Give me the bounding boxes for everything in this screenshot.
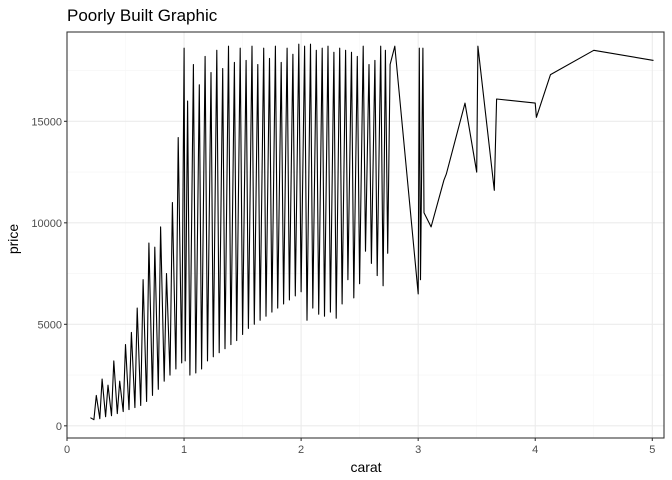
- y-tick-label: 10000: [31, 218, 62, 230]
- chart-title: Poorly Built Graphic: [67, 6, 218, 25]
- x-tick-label: 4: [532, 444, 538, 456]
- series-line-0: [90, 43, 654, 421]
- x-tick-label: 2: [298, 444, 304, 456]
- x-tick-label: 1: [181, 444, 187, 456]
- y-tick-label: 5000: [38, 319, 62, 331]
- x-tick-label: 5: [649, 444, 655, 456]
- x-tick-label: 3: [415, 444, 421, 456]
- y-tick-label: 15000: [31, 116, 62, 128]
- series-group: [90, 43, 654, 421]
- x-axis: 0 1 2 3 4 5: [64, 438, 655, 456]
- x-axis-title: carat: [350, 459, 381, 475]
- y-tick-label: 0: [56, 421, 62, 433]
- y-axis: 0 5000 10000 15000: [31, 116, 67, 433]
- x-tick-label: 0: [64, 444, 70, 456]
- panel-border: [66, 31, 665, 439]
- y-axis-title: price: [5, 224, 21, 255]
